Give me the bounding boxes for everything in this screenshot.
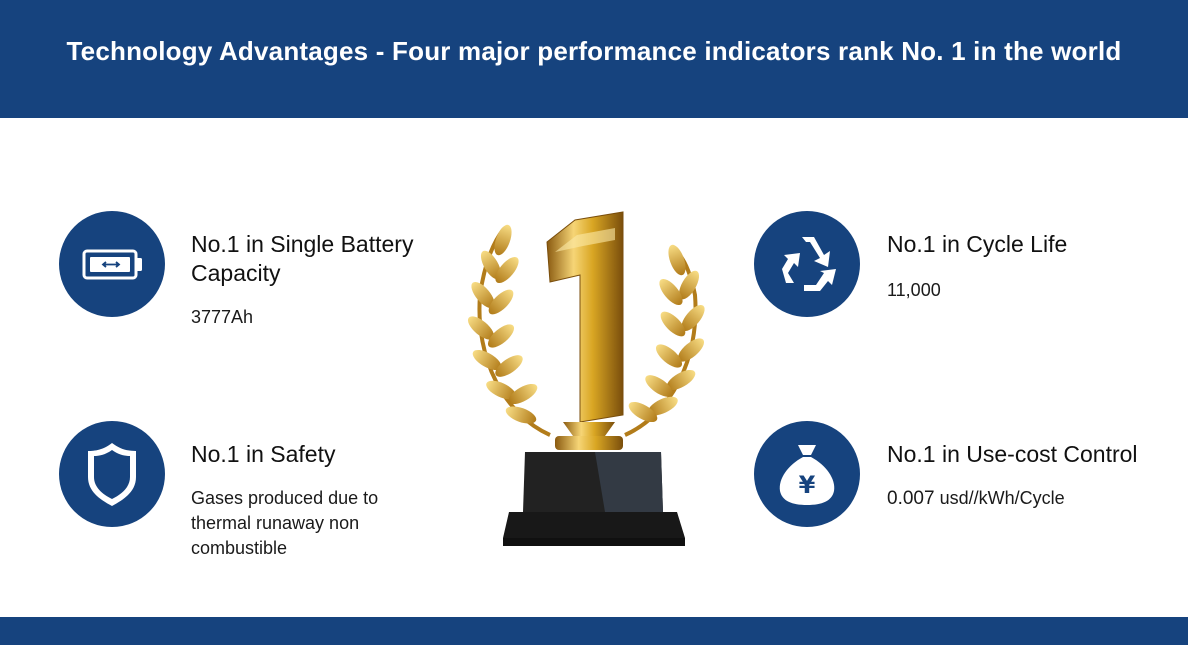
cycle-life-feature-title: No.1 in Cycle Life	[887, 231, 1068, 257]
cost-value: 0.007 usd//kWh/Cycle	[887, 486, 1065, 511]
money-bag-icon-circle: ¥	[754, 421, 860, 527]
battery-title-line-1: No.1 in Single Battery	[191, 231, 414, 257]
recycle-icon-circle	[754, 211, 860, 317]
battery-title-line-2: Capacity	[191, 260, 281, 286]
safety-description: Gases produced due to thermal runaway no…	[191, 486, 378, 561]
footer-bar	[0, 617, 1188, 645]
cycle-life-value: 11,000	[887, 280, 941, 300]
safety-text-line-3: combustible	[191, 538, 288, 558]
recycle-icon	[782, 237, 836, 291]
battery-feature-title: No.1 in Single Battery Capacity	[191, 230, 413, 288]
battery-capacity-value: 3777Ah	[191, 307, 254, 327]
battery-icon	[82, 249, 142, 280]
header-banner: Technology Advantages - Four major perfo…	[0, 0, 1188, 118]
safety-text-line-2: thermal runaway non	[191, 513, 360, 533]
shield-icon	[88, 443, 136, 506]
number-one-trophy-icon	[467, 211, 705, 546]
battery-icon-circle	[59, 211, 165, 317]
yen-money-bag-icon: ¥	[779, 445, 835, 505]
page-title: Technology Advantages - Four major perfo…	[66, 36, 1122, 66]
safety-feature-title: No.1 in Safety	[191, 441, 336, 467]
cost-number: 0.007	[887, 488, 935, 509]
svg-text:¥: ¥	[799, 471, 816, 499]
safety-text-line-1: Gases produced due to	[191, 488, 379, 508]
cost-control-feature-title: No.1 in Use-cost Control	[887, 441, 1138, 467]
cost-unit: usd//kWh/Cycle	[939, 488, 1065, 508]
shield-icon-circle	[59, 421, 165, 527]
